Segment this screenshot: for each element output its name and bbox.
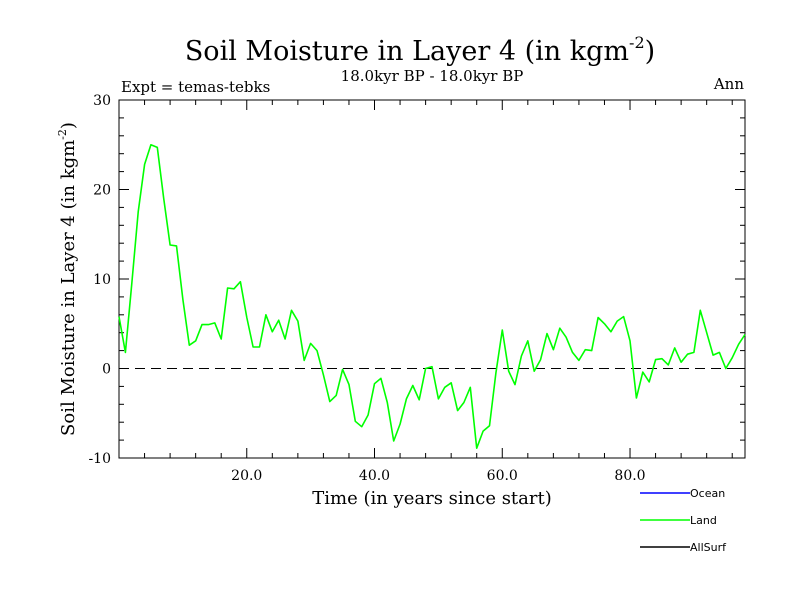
y-tick-label: 20: [93, 183, 111, 199]
x-tick-label: 80.0: [614, 468, 645, 484]
legend-label-allsurf: AllSurf: [690, 541, 727, 554]
y-axis-label-close: ): [58, 122, 79, 129]
chart-title: Soil Moisture in Layer 4 (in kgm-2): [185, 33, 655, 67]
chart-title-main: Soil Moisture in Layer 4 (in kgm: [185, 36, 629, 67]
tick-labels: -10 0 10 20 30 20.0 40.0 60.0 80.0: [88, 93, 645, 484]
y-axis-label-main: Soil Moisture in Layer 4 (in kgm: [58, 140, 79, 436]
x-axis-label: Time (in years since start): [312, 488, 552, 509]
legend: Ocean Land AllSurf: [640, 487, 727, 554]
experiment-label: Expt = temas-tebks: [121, 78, 270, 96]
y-axis-label: Soil Moisture in Layer 4 (in kgm-2): [56, 122, 79, 436]
y-tick-label: 0: [102, 362, 111, 378]
y-axis-label-sup: -2: [56, 129, 69, 140]
x-tick-label: 60.0: [487, 468, 518, 484]
season-label: Ann: [713, 75, 744, 93]
chart-title-close: ): [645, 36, 656, 67]
y-tick-label: 30: [93, 93, 111, 109]
series-layer: [118, 144, 746, 450]
chart-title-sup: -2: [629, 33, 645, 52]
axis-ticks: [119, 99, 745, 459]
plot-frame: [118, 99, 746, 459]
legend-label-land: Land: [690, 514, 717, 527]
series-line-land: [118, 144, 746, 450]
x-tick-label: 20.0: [231, 468, 262, 484]
chart-subtitle: 18.0kyr BP - 18.0kyr BP: [341, 67, 524, 85]
y-tick-label: -10: [88, 451, 111, 467]
y-tick-label: 10: [93, 272, 111, 288]
legend-label-ocean: Ocean: [690, 487, 725, 500]
x-tick-label: 40.0: [359, 468, 390, 484]
